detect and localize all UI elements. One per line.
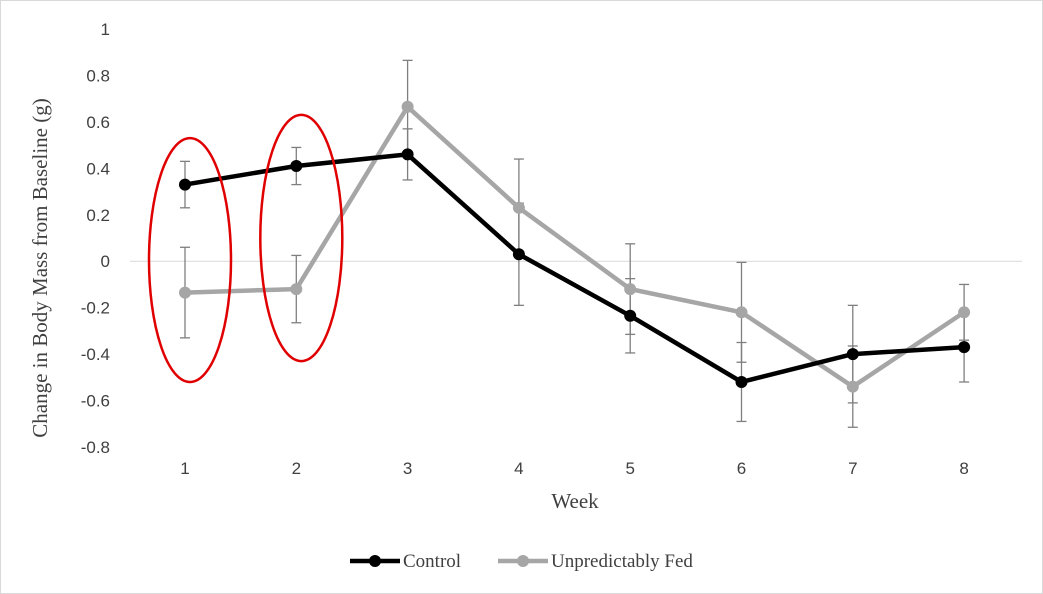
- data-point: [512, 248, 525, 261]
- data-point: [290, 283, 303, 296]
- x-tick-label: 6: [737, 459, 746, 478]
- data-point: [624, 283, 637, 296]
- y-tick-label: 0.2: [86, 206, 110, 225]
- data-point: [846, 348, 859, 361]
- highlight-ellipse: [259, 113, 344, 363]
- series-line: [184, 104, 966, 389]
- y-tick-label: -0.2: [81, 299, 110, 318]
- series-line: [184, 152, 965, 385]
- y-tick-label: 0.8: [86, 66, 110, 85]
- data-point: [624, 309, 637, 322]
- x-tick-label: 1: [180, 459, 189, 478]
- data-point: [512, 201, 525, 214]
- x-tick-label: 3: [403, 459, 412, 478]
- legend: Control Unpredictably Fed: [350, 551, 693, 572]
- x-tick-label: 2: [292, 459, 301, 478]
- data-point: [846, 380, 859, 393]
- y-tick-label: -0.8: [81, 438, 110, 457]
- y-tick-label: 0.6: [86, 113, 110, 132]
- x-tick-label: 5: [625, 459, 634, 478]
- data-point: [958, 306, 971, 319]
- data-point: [958, 341, 971, 354]
- legend-marker: [517, 555, 529, 567]
- legend-label: Unpredictably Fed: [551, 551, 693, 572]
- x-tick-label: 7: [848, 459, 857, 478]
- data-point: [735, 375, 748, 388]
- y-tick-label: -0.4: [81, 345, 110, 364]
- data-point: [179, 178, 191, 191]
- data-point: [401, 100, 414, 113]
- legend-label: Control: [403, 551, 461, 572]
- y-tick-label: 1: [101, 20, 110, 39]
- data-point: [290, 160, 303, 173]
- x-tick-label: 8: [959, 459, 968, 478]
- data-point: [179, 286, 191, 299]
- x-tick-label: 4: [514, 459, 523, 478]
- y-tick-label: 0: [101, 252, 110, 271]
- y-axis-title: Change in Body Mass from Baseline (g): [28, 98, 52, 437]
- data-point: [401, 148, 414, 161]
- legend-marker: [369, 555, 381, 567]
- data-point: [735, 306, 748, 319]
- y-tick-label: -0.6: [81, 392, 110, 411]
- x-axis-title: Week: [551, 489, 599, 513]
- highlight-ellipse: [147, 136, 233, 384]
- y-tick-label: 0.4: [86, 159, 110, 178]
